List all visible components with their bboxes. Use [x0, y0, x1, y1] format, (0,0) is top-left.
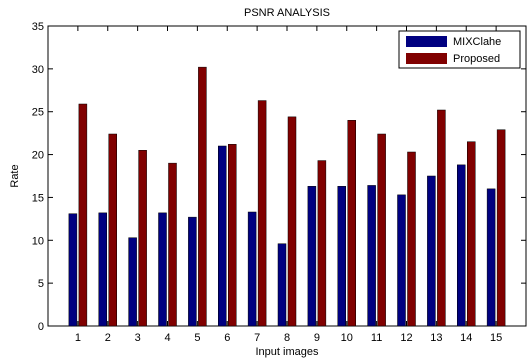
x-tick-label: 9 [314, 332, 320, 344]
x-tick-label: 5 [194, 332, 200, 344]
x-tick-label: 2 [105, 332, 111, 344]
bar-proposed-4 [168, 162, 177, 327]
x-tick-label: 4 [164, 332, 170, 344]
bar-proposed-13 [437, 109, 446, 327]
bar-mixclahe-9 [307, 186, 317, 327]
y-tick-label: 10 [32, 235, 44, 247]
bar-proposed-8 [287, 116, 297, 327]
bar-mixclahe-2 [98, 212, 107, 327]
y-tick-label: 5 [38, 278, 44, 290]
chart-title: PSNR ANALYSIS [244, 7, 330, 19]
bar-proposed-3 [138, 150, 147, 327]
bar-proposed-6 [228, 144, 237, 327]
bar-proposed-12 [407, 151, 416, 327]
y-tick-label: 20 [32, 150, 44, 162]
x-tick-label: 15 [490, 332, 502, 344]
bar-proposed-5 [198, 66, 207, 327]
bar-proposed-9 [317, 160, 327, 327]
bar-mixclahe-6 [218, 145, 227, 327]
bar-proposed-7 [257, 100, 267, 327]
x-tick-label: 12 [400, 332, 412, 344]
bar-mixclahe-1 [68, 213, 78, 327]
legend: MIXClahe Proposed [398, 30, 521, 69]
bar-mixclahe-5 [188, 216, 197, 327]
x-tick-label: 3 [135, 332, 141, 344]
y-axis: 0 5 10 15 20 25 30 35 [32, 21, 526, 333]
bar-mixclahe-10 [337, 186, 346, 327]
bar-proposed-15 [496, 129, 506, 327]
bar-mixclahe-13 [427, 175, 436, 327]
y-tick-label: 15 [32, 192, 44, 204]
bar-mixclahe-7 [247, 211, 257, 327]
bar-mixclahe-15 [486, 188, 496, 327]
y-axis-title: Rate [9, 164, 21, 187]
x-tick-label: 1 [75, 332, 81, 344]
x-tick-label: 11 [371, 332, 382, 344]
bar-mixclahe-3 [128, 237, 137, 327]
bar-proposed-10 [347, 120, 356, 327]
bars-group [68, 66, 506, 327]
x-tick-label: 8 [284, 332, 290, 344]
legend-swatch-mixclahe [406, 36, 447, 47]
x-tick-label: 7 [254, 332, 260, 344]
bar-proposed-2 [108, 133, 117, 327]
y-tick-label: 35 [32, 21, 44, 33]
legend-label-mixclahe: MIXClahe [453, 36, 501, 48]
x-tick-label: 13 [430, 332, 442, 344]
bar-mixclahe-12 [397, 194, 406, 327]
y-tick-label: 25 [32, 107, 44, 119]
y-tick-label: 30 [32, 64, 44, 76]
x-axis: 1 2 3 4 5 6 7 8 9 10 11 12 13 14 15 [75, 26, 502, 344]
bar-proposed-1 [78, 103, 88, 327]
bar-mixclahe-4 [158, 212, 167, 327]
x-tick-label: 10 [341, 332, 353, 344]
x-tick-label: 14 [460, 332, 472, 344]
y-tick-label: 0 [38, 321, 44, 333]
bar-mixclahe-14 [457, 164, 466, 327]
x-axis-title: Input images [256, 346, 319, 358]
bar-mixclahe-8 [277, 243, 287, 327]
x-tick-label: 6 [224, 332, 230, 344]
bar-proposed-14 [467, 141, 476, 327]
bar-proposed-11 [377, 133, 386, 327]
plot-area [47, 25, 527, 327]
legend-swatch-proposed [406, 53, 447, 64]
bar-mixclahe-11 [367, 185, 376, 327]
legend-label-proposed: Proposed [453, 53, 500, 65]
